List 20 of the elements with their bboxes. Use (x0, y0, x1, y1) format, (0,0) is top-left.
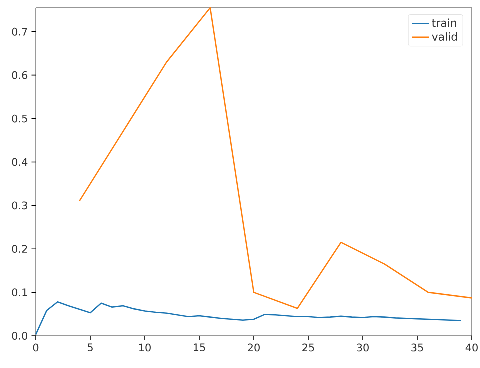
x-tick-label: 5 (88, 344, 93, 352)
y-tick-label: 0.6 (12, 71, 28, 80)
y-tick-label: 0.7 (12, 28, 28, 36)
x-tick-label: 35 (412, 344, 424, 352)
y-tick-label: 0.3 (12, 202, 28, 210)
y-tick-label: 0.1 (12, 288, 28, 297)
x-tick-label: 0 (33, 344, 39, 352)
y-tick-label: 0.5 (12, 114, 28, 123)
line-series (78, 7, 473, 310)
x-tick-label: 30 (357, 344, 369, 352)
y-tick-label: 0.0 (12, 332, 28, 340)
x-tick-label: 40 (466, 344, 478, 352)
y-tick-label: 0.4 (12, 158, 28, 166)
legend-label: valid (432, 32, 458, 42)
x-tick-label: 10 (139, 344, 151, 352)
legend-label: train (432, 18, 456, 28)
y-tick-label: 0.2 (12, 245, 28, 254)
x-tick-label: 25 (302, 344, 314, 352)
x-tick-label: 15 (194, 344, 206, 352)
x-tick-label: 20 (248, 344, 260, 352)
